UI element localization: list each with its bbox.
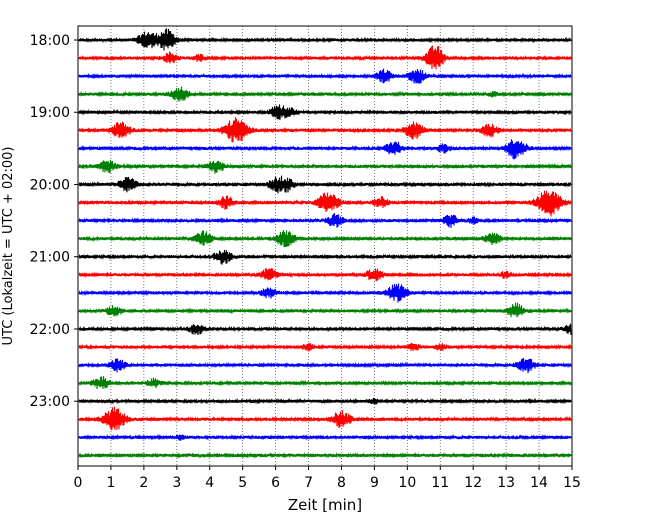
trace-line (78, 68, 572, 85)
trace-line (78, 139, 572, 160)
trace-line (78, 376, 572, 390)
trace-line (78, 213, 572, 228)
trace-line (78, 190, 572, 217)
x-tick-label: 2 (139, 475, 148, 491)
x-tick-label: 9 (370, 475, 379, 491)
trace-line (78, 159, 572, 174)
x-tick-label: 13 (497, 475, 515, 491)
trace-line (78, 45, 572, 70)
x-tick-label: 7 (304, 475, 313, 491)
y-tick-label: 23:00 (30, 394, 70, 410)
trace-line (78, 283, 572, 303)
y-axis-label: UTC (Lokalzeit = UTC + 02:00) (1, 147, 16, 346)
y-tick-label: 18:00 (30, 33, 70, 49)
trace-line (78, 302, 572, 318)
trace-line (78, 229, 572, 248)
x-tick-label: 6 (271, 475, 280, 491)
trace-line (78, 433, 572, 441)
x-tick-label: 3 (172, 475, 181, 491)
trace-line (78, 28, 572, 51)
grid (110, 26, 540, 466)
x-tick-label: 11 (431, 475, 449, 491)
x-tick-label: 5 (238, 475, 247, 491)
trace-line (78, 86, 572, 102)
trace-line (78, 357, 572, 374)
trace-line (78, 451, 572, 459)
x-tick-label: 15 (563, 475, 581, 491)
trace-line (78, 104, 572, 120)
y-tick-label: 21:00 (30, 250, 70, 266)
trace-line (78, 406, 572, 430)
x-tick-label: 4 (205, 475, 214, 491)
y-tick-label: 22:00 (30, 322, 70, 338)
y-tick-label: 19:00 (30, 105, 70, 121)
y-axis-ticks: 18:00 19:00 20:00 21:00 22:00 23:00 (30, 33, 78, 410)
x-tick-label: 12 (464, 475, 482, 491)
trace-line (78, 342, 572, 352)
trace-line (78, 323, 572, 336)
x-axis-label: Zeit [min] (288, 496, 362, 514)
x-tick-label: 0 (74, 475, 83, 491)
y-tick-label: 20:00 (30, 177, 70, 193)
x-tick-label: 10 (398, 475, 416, 491)
plot-frame (77, 25, 573, 467)
x-tick-label: 14 (530, 475, 548, 491)
trace-line (78, 175, 572, 194)
x-axis-ticks: 0 1 2 3 4 5 6 7 8 9 10 11 12 13 14 15 (74, 466, 581, 491)
trace-line (78, 249, 572, 265)
trace-line (78, 397, 572, 405)
x-tick-label: 1 (106, 475, 115, 491)
x-tick-label: 8 (337, 475, 346, 491)
seismic-traces (78, 28, 572, 459)
trace-line (78, 117, 572, 143)
trace-line (78, 268, 572, 282)
